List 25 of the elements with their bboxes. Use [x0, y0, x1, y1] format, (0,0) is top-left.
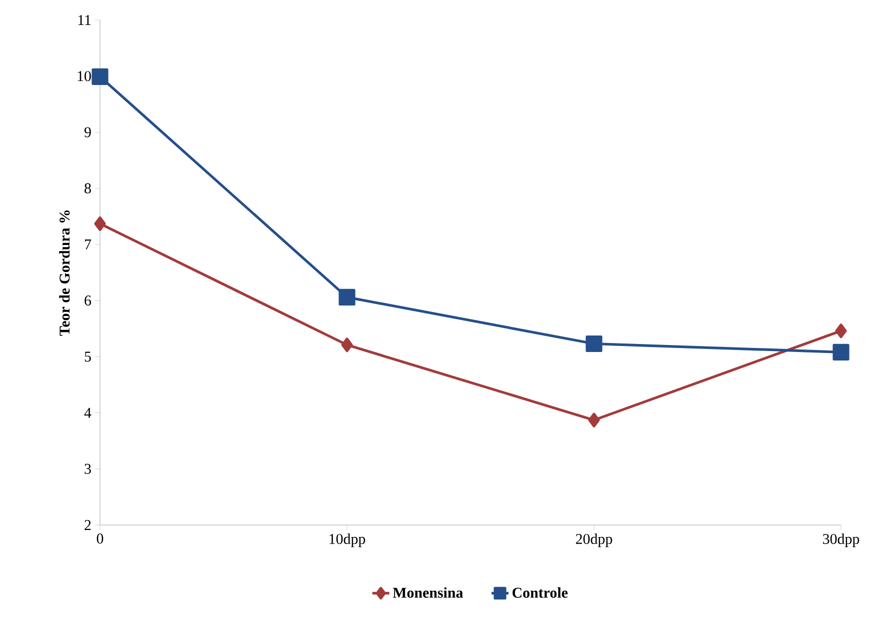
- point: [92, 68, 108, 85]
- y-tick-label: 11: [78, 15, 91, 25]
- point: [832, 344, 850, 360]
- x-tick-label: 10dpp: [330, 534, 366, 548]
- x-tick-label: 0: [96, 534, 104, 544]
- legend-label: Monensina: [392, 587, 463, 598]
- y-tick-label: 5: [84, 352, 91, 362]
- y-tick-label: 2: [84, 520, 91, 530]
- y-tick-label: 7: [84, 240, 92, 250]
- y-tick-label: 4: [84, 408, 92, 418]
- x-tick-label: 30dpp: [823, 534, 860, 548]
- point: [835, 324, 847, 338]
- x-tick-label: 20dpp: [576, 534, 612, 548]
- point: [588, 412, 600, 428]
- point: [586, 335, 602, 352]
- y-tick-label: 6: [84, 296, 92, 306]
- y-axis-title: Teor de Gordura %: [59, 210, 70, 336]
- legend-label: Controle: [512, 587, 568, 598]
- point: [94, 216, 106, 231]
- y-tick-label: 3: [84, 464, 91, 474]
- point: [341, 338, 353, 352]
- y-tick-label: 10: [78, 71, 91, 82]
- y-tick-label: 8: [84, 183, 91, 194]
- point: [338, 288, 356, 306]
- y-tick-label: 9: [84, 127, 91, 138]
